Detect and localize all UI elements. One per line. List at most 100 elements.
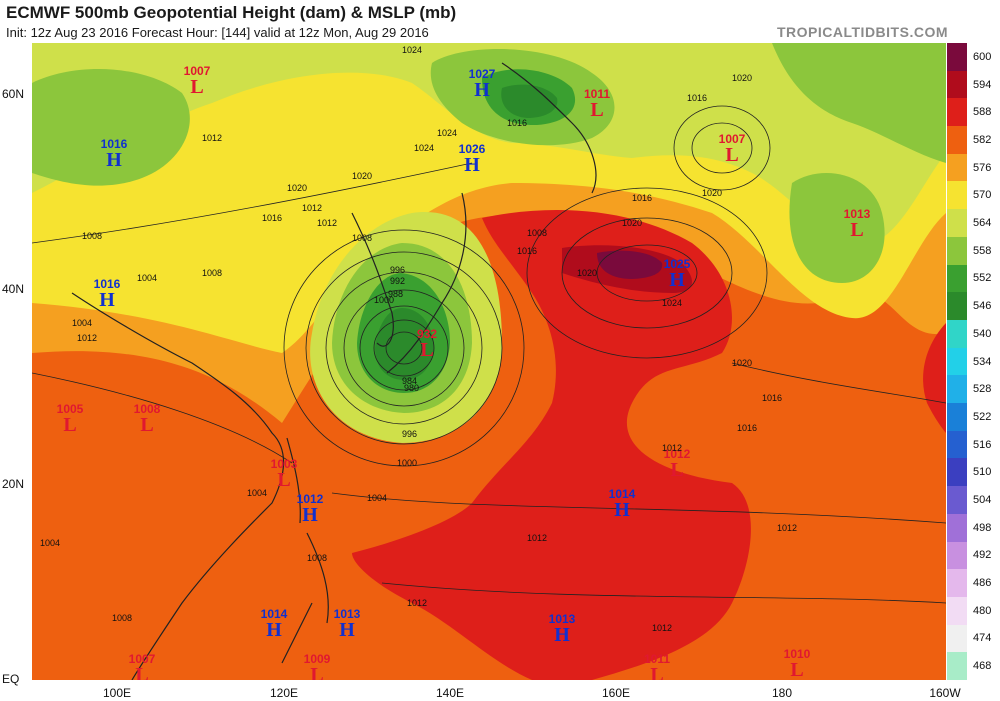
high-pressure-marker: 1016 H	[94, 138, 134, 170]
lon-label-160w: 160W	[929, 686, 961, 700]
colorbar-segment	[947, 153, 967, 182]
field-typhoon-552	[375, 308, 434, 380]
isobar-value-label: 1016	[507, 118, 528, 128]
pressure-value: 1011	[583, 87, 611, 101]
high-pressure-marker: 1014 H	[602, 488, 642, 520]
weather-map: 1007 L 1027 H 1011 L 1016 H 1026 H 1007 L 1013 L 1025 H…	[32, 43, 946, 680]
field-564-east	[789, 173, 885, 283]
pressure-value: 1016	[93, 277, 121, 291]
lon-label-120e: 120E	[269, 686, 299, 700]
isobar-value-label: 1012	[77, 333, 98, 343]
high-pressure-marker: 1013 H	[542, 613, 582, 645]
colorbar	[947, 43, 967, 681]
low-pressure-marker: 1007 L	[122, 653, 162, 680]
lon-label-160e: 160E	[601, 686, 631, 700]
map-canvas	[32, 43, 946, 680]
colorbar-level-label: 522	[973, 410, 992, 423]
isobar-value-label: 1012	[407, 598, 428, 608]
low-pressure-marker: 1009 L	[297, 653, 337, 680]
pressure-value: 1003	[270, 457, 298, 471]
pressure-value: 1013	[843, 207, 871, 221]
isobar-value-label: 1012	[662, 443, 683, 453]
pressure-value: 1025	[663, 257, 691, 271]
lon-label-100e: 100E	[102, 686, 132, 700]
pressure-letter: L	[420, 339, 434, 361]
colorbar-level-label: 600	[973, 50, 992, 63]
field-594-ridge	[352, 210, 751, 680]
isobar-value-label: 1020	[702, 188, 723, 198]
pressure-value: 1012	[663, 447, 691, 461]
pressure-letter: L	[277, 469, 291, 491]
isobar-value-label: 996	[390, 265, 406, 275]
low-pressure-marker: 1007 L	[177, 65, 217, 97]
low-pressure-marker: 1008 L	[127, 403, 167, 435]
isobar-value-label: 992	[390, 276, 406, 286]
low-pressure-marker: 1011 L	[577, 88, 617, 120]
colorbar-level-label: 540	[973, 327, 992, 340]
pressure-letter: H	[464, 154, 480, 176]
brand-watermark[interactable]: TROPICALTIDBITS.COM	[776, 24, 948, 40]
colorbar-level-label: 552	[973, 272, 992, 285]
isobar-value-label: 1012	[302, 203, 323, 213]
pressure-letter: H	[339, 619, 355, 641]
isobar-value-label: 980	[404, 383, 420, 393]
isobar-value-label: 1024	[414, 143, 435, 153]
colorbar-level-label: 504	[973, 493, 992, 506]
pressure-value: 1007	[718, 132, 746, 146]
lat-label-40n: 40N	[2, 282, 25, 296]
colorbar-segment	[947, 486, 967, 515]
low-pressure-marker: 1010 L	[777, 648, 817, 680]
pressure-value: 1014	[608, 487, 636, 501]
isobar-value-label: 1016	[517, 246, 538, 256]
colorbar-segment	[947, 458, 967, 487]
pressure-letter: H	[474, 79, 490, 101]
pressure-letter: H	[669, 269, 685, 291]
pressure-letter: L	[670, 459, 684, 481]
lat-label-60n: 60N	[2, 87, 25, 101]
field-594-east-edge	[923, 323, 946, 433]
colorbar-segment	[947, 292, 967, 321]
colorbar-level-label: 510	[973, 466, 992, 479]
pressure-value: 1010	[783, 647, 811, 661]
coastline-korea	[351, 212, 394, 347]
colorbar-level-label: 480	[973, 604, 992, 617]
isobar-value-label: 1024	[402, 45, 423, 55]
colorbar-segment	[947, 403, 967, 432]
isobar-value-label: 1016	[762, 393, 783, 403]
colorbar-level-label: 468	[973, 660, 992, 673]
pressure-letter: L	[725, 144, 739, 166]
pressure-letter: L	[650, 664, 664, 680]
colorbar-segment	[947, 541, 967, 570]
colorbar-segment	[947, 569, 967, 598]
pressure-value: 1013	[548, 612, 576, 626]
colorbar-segment	[947, 181, 967, 210]
lon-label-180: 180	[771, 686, 793, 700]
pressure-value: 1009	[303, 652, 331, 666]
pressure-value: 1016	[100, 137, 128, 151]
pressure-value: 1012	[296, 492, 324, 506]
colorbar-level-label: 534	[973, 355, 992, 368]
field-564-west	[32, 69, 190, 186]
colorbar-level-label: 498	[973, 521, 992, 534]
pressure-value: 1026	[458, 142, 486, 156]
chart-title: ECMWF 500mb Geopotential Height (dam) & …	[6, 3, 457, 22]
colorbar-level-label: 546	[973, 300, 992, 313]
pressure-value: 1014	[260, 607, 288, 621]
pressure-letter: L	[790, 659, 804, 680]
coastline-kamchatka	[501, 62, 597, 194]
isobar-value-label: 1020	[732, 358, 753, 368]
high-pressure-marker: 1013 H	[327, 608, 367, 640]
colorbar-segment	[947, 126, 967, 155]
high-pressure-marker: 1012 H	[290, 493, 330, 525]
isobar-value-label: 1016	[262, 213, 283, 223]
colorbar-segment	[947, 70, 967, 99]
colorbar-level-label: 528	[973, 383, 992, 396]
colorbar-level-label: 564	[973, 217, 992, 230]
pressure-value: 932	[416, 327, 438, 341]
lat-label-eq: EQ	[2, 672, 20, 686]
isobar-value-label: 1020	[577, 268, 598, 278]
high-pressure-marker: 1014 H	[254, 608, 294, 640]
high-pressure-marker: 1027 H	[462, 68, 502, 100]
isobar-value-label: 1008	[527, 228, 548, 238]
isobar-value-label: 1004	[72, 318, 93, 328]
